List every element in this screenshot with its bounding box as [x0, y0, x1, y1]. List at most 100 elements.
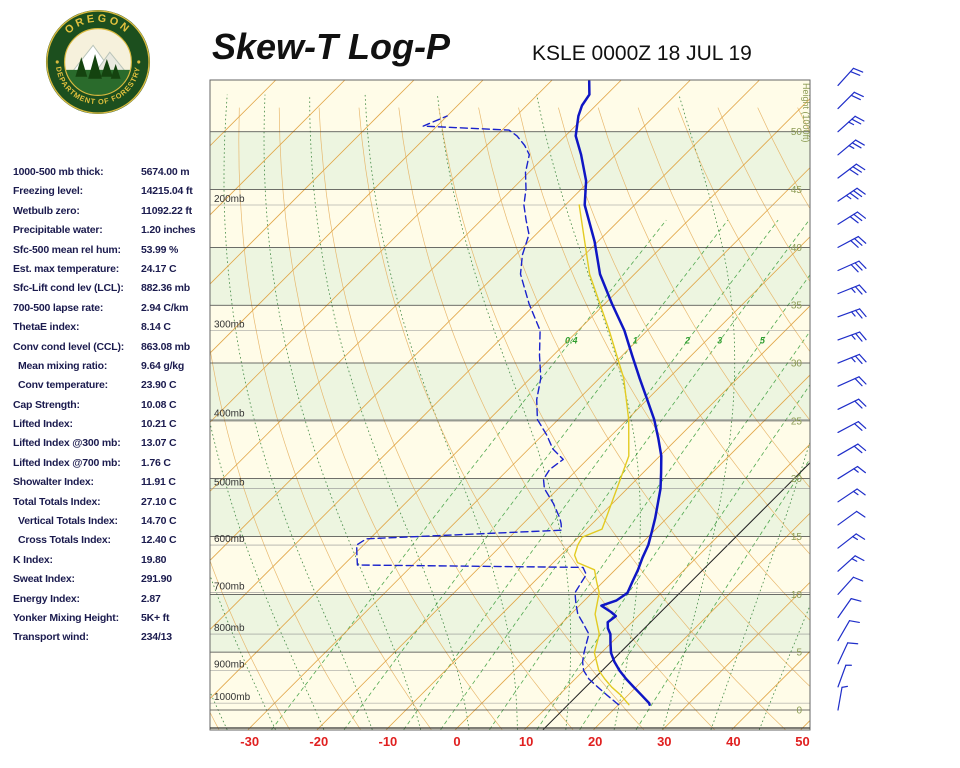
height-axis-title: Height (1000ft) — [801, 83, 811, 143]
logo-tree-icon — [75, 57, 88, 77]
svg-text:30: 30 — [657, 734, 671, 749]
stat-label: Freezing level: — [13, 185, 83, 198]
svg-text:-30: -30 — [240, 734, 259, 749]
logo-inner-rim — [64, 28, 132, 96]
plot-frame — [209, 79, 811, 731]
stat-label: Yonker Mixing Height: — [13, 611, 119, 624]
wind-barb — [837, 115, 865, 133]
wind-barb — [837, 91, 864, 110]
wind-barb-column — [837, 67, 867, 711]
stat-row: Showalter Index: 11.91 C — [13, 476, 209, 495]
stat-row: Total Totals Index: 27.10 C — [13, 496, 209, 515]
svg-text:600mb: 600mb — [214, 534, 245, 545]
odf-logo: OREGON DEPARTMENT OF FORESTRY — [45, 9, 151, 115]
svg-text:500mb: 500mb — [214, 478, 245, 489]
wind-barb — [837, 211, 866, 225]
stat-label: Lifted Index @300 mb: — [13, 437, 121, 450]
moist-adiabat-lines — [210, 94, 810, 730]
svg-text:0: 0 — [796, 706, 802, 717]
svg-text:-10: -10 — [379, 734, 398, 749]
mixing-ratio-labels: 0.4 1 2 3 5 — [565, 336, 766, 346]
wind-barb — [837, 488, 866, 503]
stat-label: Conv temperature: — [18, 379, 108, 392]
logo-tree-icon — [110, 63, 121, 79]
logo-tree-icon — [100, 59, 113, 77]
wind-barb — [837, 163, 866, 179]
stat-value: 291.90 — [141, 573, 172, 586]
stat-row: Lifted Index: 10.21 C — [13, 418, 209, 437]
stat-label: Wetbulb zero: — [13, 204, 80, 217]
stat-label: Vertical Totals Index: — [18, 515, 118, 528]
stat-value: 2.94 C/km — [141, 301, 189, 314]
stat-row: Sfc-500 mean rel hum: 53.99 % — [13, 244, 209, 263]
svg-text:20: 20 — [588, 734, 602, 749]
wind-barb — [837, 376, 867, 387]
page-title: Skew-T Log-P — [212, 26, 451, 67]
stat-value: 5674.00 m — [141, 166, 190, 178]
wind-barb — [837, 67, 864, 87]
stat-value: 1.20 inches — [141, 224, 196, 237]
svg-text:5: 5 — [796, 648, 802, 659]
stat-value: 1.76 C — [141, 456, 171, 469]
logo-scene — [64, 44, 132, 96]
stat-value: 12.40 C — [141, 534, 177, 547]
stat-label: Sfc-500 mean rel hum: — [13, 243, 121, 256]
indices-panel: 1000-500 mb thick: 5674.00 m Freezing leve… — [13, 166, 209, 651]
wind-barb — [837, 465, 866, 480]
wind-barb — [837, 260, 867, 273]
svg-text:20: 20 — [791, 474, 803, 485]
svg-text:10: 10 — [519, 734, 533, 749]
svg-text:3: 3 — [717, 336, 722, 346]
stat-row: 1000-500 mb thick: 5674.00 m — [13, 166, 209, 185]
wind-barb — [837, 235, 867, 248]
wind-barb — [837, 443, 867, 457]
stat-row: ThetaE index: 8.14 C — [13, 321, 209, 340]
svg-text:45: 45 — [791, 185, 803, 196]
svg-text:1: 1 — [633, 336, 638, 346]
stat-value: 10.08 C — [141, 398, 177, 411]
svg-text:300mb: 300mb — [214, 319, 245, 330]
logo-dot-right — [137, 60, 141, 64]
stat-row: Precipitable water: 1.20 inches — [13, 224, 209, 243]
svg-text:5: 5 — [760, 336, 766, 346]
stat-label: Energy Index: — [13, 592, 80, 605]
stat-value: 13.07 C — [141, 437, 177, 450]
stat-label: Precipitable water: — [13, 224, 103, 237]
reference-diagonal — [542, 462, 810, 730]
logo-dot-left — [55, 60, 59, 64]
background-bands — [210, 80, 810, 730]
height-gridlines — [210, 131, 810, 711]
svg-text:40: 40 — [791, 243, 803, 254]
svg-text:15: 15 — [791, 532, 803, 543]
stat-value: 11.91 C — [141, 476, 176, 489]
svg-text:2: 2 — [684, 336, 690, 346]
stat-value: 24.17 C — [141, 262, 177, 275]
logo-tree-icon — [88, 54, 102, 79]
stat-row: Transport wind: 234/13 — [13, 631, 209, 650]
stat-row: Yonker Mixing Height: 5K+ ft — [13, 612, 209, 631]
wind-barb — [837, 331, 867, 342]
svg-text:700mb: 700mb — [214, 582, 245, 593]
wind-barb — [837, 555, 865, 572]
svg-text:10: 10 — [791, 590, 803, 601]
wind-barb — [837, 421, 867, 434]
sounding-traces — [356, 80, 663, 706]
stat-row: Wetbulb zero: 11092.22 ft — [13, 205, 209, 224]
svg-text:200mb: 200mb — [214, 194, 245, 205]
stat-value: 14.70 C — [141, 515, 177, 528]
stat-label: Transport wind: — [13, 631, 89, 644]
height-axis-labels: 0 5 10 15 20 25 30 35 40 45 50 — [791, 127, 803, 716]
stat-label: Lifted Index @700 mb: — [13, 456, 121, 469]
stat-row: K Index: 19.80 — [13, 554, 209, 573]
wind-barb — [837, 510, 866, 526]
svg-text:1000mb: 1000mb — [214, 692, 251, 703]
stat-label: Sweat Index: — [13, 573, 75, 586]
svg-text:-20: -20 — [309, 734, 328, 749]
stat-row: Cross Totals Index: 12.40 C — [13, 534, 209, 553]
wind-barb — [837, 139, 865, 156]
stat-row: 700-500 lapse rate: 2.94 C/km — [13, 302, 209, 321]
stat-row: Lifted Index @700 mb: 1.76 C — [13, 457, 209, 476]
stat-value: 14215.04 ft — [141, 185, 193, 198]
stat-row: Conv cond level (CCL): 863.08 mb — [13, 341, 209, 360]
